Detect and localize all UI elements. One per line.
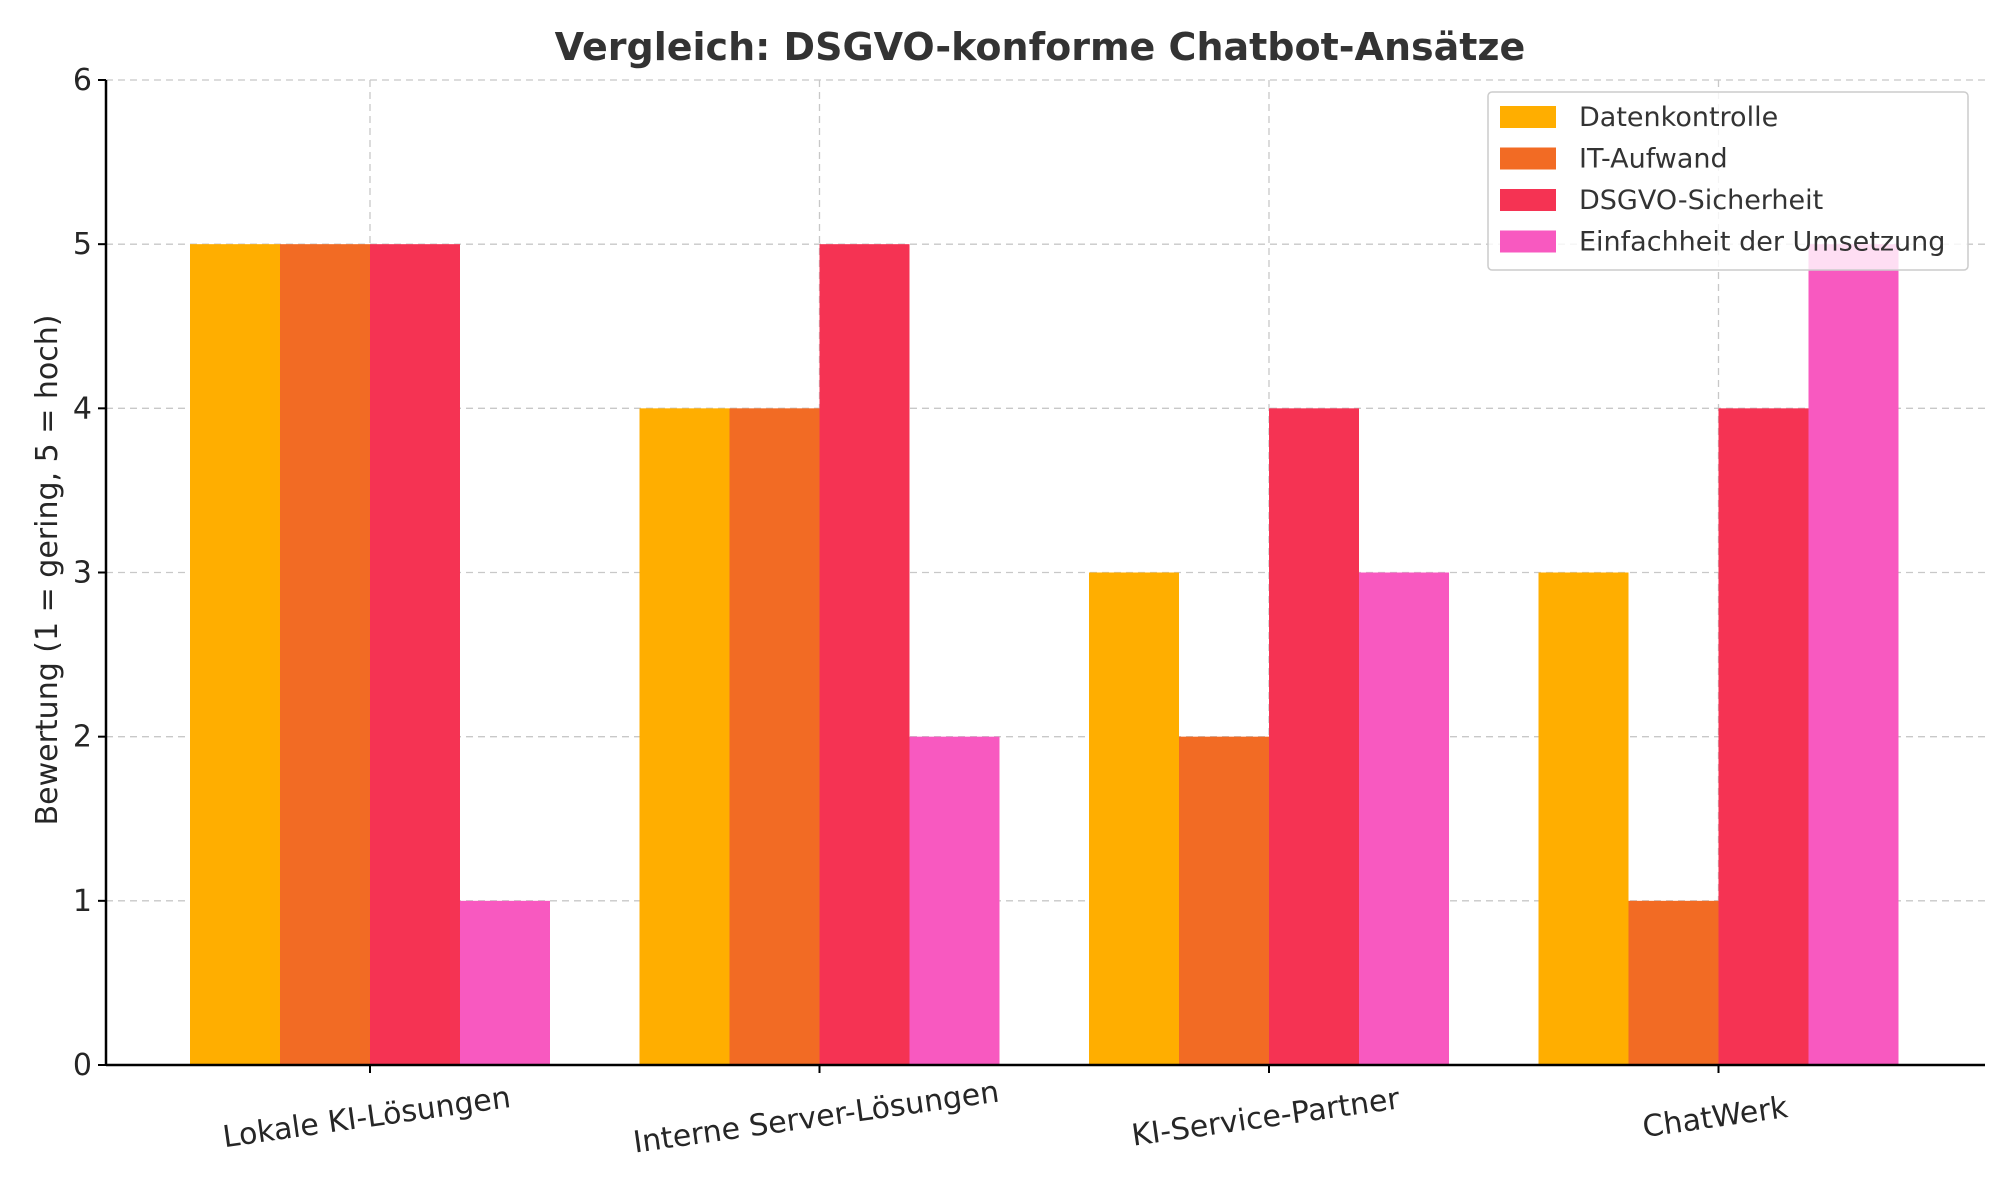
y-tick-label: 5 <box>73 227 92 262</box>
legend-swatch <box>1500 189 1556 211</box>
legend-swatch <box>1500 230 1556 253</box>
y-tick-label: 4 <box>73 391 92 426</box>
bars <box>190 244 1899 1065</box>
bar <box>460 900 550 1065</box>
legend-swatch <box>1500 147 1556 170</box>
x-tick-label: Lokale KI-Lösungen <box>221 1080 513 1155</box>
bar <box>1359 572 1449 1065</box>
y-tick-label: 0 <box>73 1048 92 1083</box>
legend-label: Datenkontrolle <box>1579 102 1778 133</box>
bar <box>1179 736 1269 1065</box>
bar <box>1808 244 1899 1065</box>
bar <box>819 244 910 1065</box>
bar <box>1089 572 1179 1065</box>
legend-label: Einfachheit der Umsetzung <box>1579 227 1945 258</box>
legend-box <box>1487 91 1969 271</box>
legend: Datenkontrolle IT-Aufwand DSGVO-Sicherheit… <box>1487 91 1969 271</box>
bar <box>1628 900 1719 1065</box>
bar <box>729 408 820 1065</box>
bar <box>1538 572 1629 1065</box>
bar <box>1718 408 1809 1065</box>
bar <box>190 244 280 1065</box>
chart-title: Vergleich: DSGVO-konforme Chatbot-Ansätz… <box>555 25 1526 69</box>
legend-swatch <box>1500 106 1556 128</box>
bar <box>639 408 730 1065</box>
bar <box>909 736 1000 1065</box>
x-tick-label: Interne Server-Lösungen <box>631 1075 1001 1161</box>
bar <box>280 244 370 1065</box>
y-tick-label: 3 <box>73 556 92 591</box>
y-tick-label: 6 <box>73 63 92 98</box>
y-axis-label: Bewertung (1 = gering, 5 = hoch) <box>30 315 65 826</box>
x-tick-label: KI-Service-Partner <box>1130 1081 1403 1153</box>
y-tick-label: 2 <box>73 720 92 755</box>
bar <box>1269 408 1359 1065</box>
bar <box>370 244 460 1065</box>
legend-label: DSGVO-Sicherheit <box>1579 185 1823 216</box>
x-tick-label: ChatWerk <box>1640 1090 1790 1145</box>
legend-label: IT-Aufwand <box>1579 144 1728 175</box>
y-tick-label: 1 <box>73 884 92 919</box>
